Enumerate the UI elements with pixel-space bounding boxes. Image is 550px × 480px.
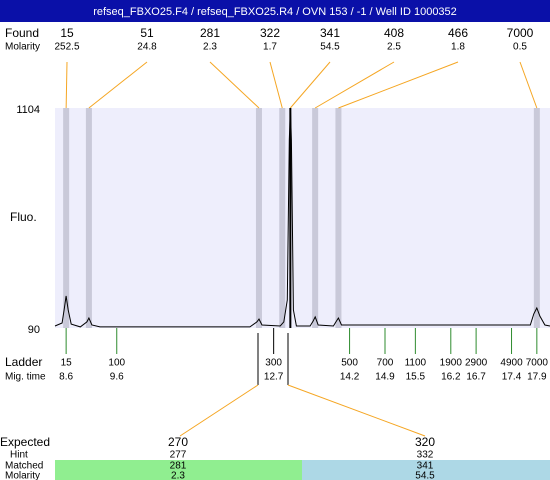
peak-band — [533, 108, 540, 328]
found-size: 51 — [140, 26, 154, 40]
peak-connector — [314, 61, 395, 109]
ladder-time: 14.9 — [375, 372, 395, 383]
found-molarity: 252.5 — [54, 42, 79, 53]
found-size: 408 — [384, 26, 404, 40]
peak-connector — [289, 61, 331, 109]
peak-connector — [338, 61, 459, 109]
peak-connector — [88, 61, 148, 109]
fluo-label: Fluo. — [10, 210, 37, 224]
fluo-trace — [54, 107, 550, 328]
found-label: Found — [5, 26, 39, 40]
ladder-time: 17.9 — [527, 372, 547, 383]
peak-band — [63, 108, 70, 328]
y-tick-label: 1104 — [16, 104, 40, 116]
matched-size: 281 — [170, 461, 187, 472]
found-molarity: 2.3 — [203, 42, 217, 53]
ladder-time: 16.7 — [466, 372, 486, 383]
ladder-size: 100 — [108, 358, 125, 369]
hint-label: Hint — [10, 450, 28, 461]
header-bar — [0, 0, 550, 22]
matched-molarity: 2.3 — [171, 471, 185, 480]
found-size: 322 — [260, 26, 280, 40]
ladder-label: Ladder — [5, 355, 42, 369]
peak-band — [255, 108, 262, 328]
matched-size: 341 — [417, 461, 434, 472]
plot-area — [55, 108, 550, 328]
found-molarity: 54.5 — [320, 42, 340, 53]
ladder-size: 700 — [377, 358, 394, 369]
expected-molarity-label: Molarity — [5, 471, 40, 480]
peak-band — [85, 108, 92, 328]
found-size: 466 — [448, 26, 468, 40]
expected-connector — [179, 384, 259, 437]
peak-connector — [209, 61, 260, 109]
peak-band — [312, 108, 319, 328]
found-size: 341 — [320, 26, 340, 40]
ladder-size: 300 — [265, 358, 282, 369]
ladder-time: 16.2 — [441, 372, 461, 383]
found-size: 15 — [60, 26, 74, 40]
ladder-size: 2900 — [465, 358, 488, 369]
found-molarity: 0.5 — [513, 42, 527, 53]
found-molarity: 24.8 — [137, 42, 157, 53]
ladder-size: 4900 — [500, 358, 523, 369]
hint-size: 277 — [170, 450, 187, 461]
found-molarity: 2.5 — [387, 42, 401, 53]
ladder-size: 500 — [341, 358, 358, 369]
hint-size: 332 — [417, 450, 434, 461]
ladder-time: 14.2 — [340, 372, 360, 383]
peak-connector — [519, 61, 538, 109]
ladder-size: 1100 — [405, 358, 427, 369]
found-size: 7000 — [507, 26, 534, 40]
ladder-time: 15.5 — [406, 372, 426, 383]
ladder-time: 8.6 — [59, 372, 73, 383]
peak-band — [335, 108, 342, 328]
matched-molarity: 54.5 — [415, 471, 435, 480]
peak-connector — [65, 61, 68, 109]
mig-time-label: Mig. time — [5, 372, 46, 383]
ladder-size: 1900 — [440, 358, 463, 369]
found-size: 281 — [200, 26, 220, 40]
ladder-size: 15 — [61, 358, 73, 369]
expected-size: 320 — [415, 435, 435, 449]
molarity-label: Molarity — [5, 42, 40, 53]
ladder-time: 9.6 — [110, 372, 124, 383]
y-tick-label: 90 — [28, 324, 40, 336]
ladder-time: 12.7 — [264, 372, 284, 383]
expected-size: 270 — [168, 435, 188, 449]
matched-bar-left — [55, 460, 302, 480]
ladder-size: 7000 — [526, 358, 549, 369]
found-molarity: 1.7 — [263, 42, 277, 53]
peak-connector — [269, 61, 283, 109]
ladder-time: 17.4 — [502, 372, 522, 383]
peak-band — [279, 108, 286, 328]
header-title: refseq_FBXO25.F4 / refseq_FBXO25.R4 / OV… — [93, 6, 457, 18]
expected-connector — [287, 384, 426, 437]
matched-label: Matched — [5, 461, 43, 472]
matched-bar-right — [302, 460, 550, 480]
expected-label: Expected — [0, 435, 50, 449]
found-molarity: 1.8 — [451, 42, 465, 53]
